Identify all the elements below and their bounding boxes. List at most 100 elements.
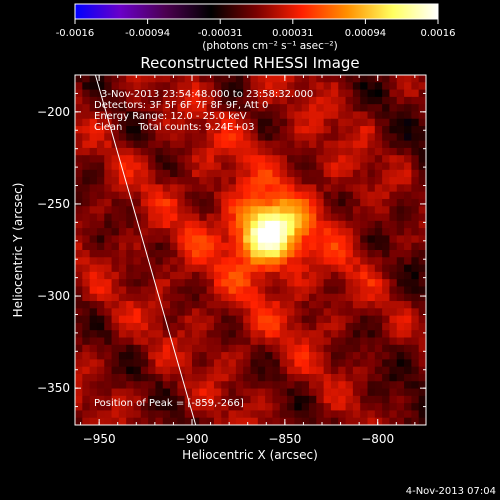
heatmap-cell <box>221 388 230 397</box>
heatmap-cell <box>345 330 354 339</box>
heatmap-cell <box>221 162 230 171</box>
heatmap-cell <box>126 395 135 404</box>
heatmap-cell <box>338 118 347 127</box>
heatmap-cell <box>118 366 127 375</box>
heatmap-cell <box>272 410 281 419</box>
heatmap-cell <box>104 111 113 120</box>
heatmap-cell <box>352 220 361 229</box>
heatmap-cell <box>75 352 83 360</box>
heatmap-cell <box>228 330 237 339</box>
heatmap-cell <box>213 177 222 185</box>
heatmap-cell <box>352 301 361 309</box>
heatmap-cell <box>170 330 178 339</box>
heatmap-cell <box>396 191 405 200</box>
heatmap-cell <box>140 308 149 317</box>
heatmap-cell <box>111 271 120 280</box>
heatmap-cell <box>213 403 222 412</box>
heatmap-cell <box>221 111 230 120</box>
heatmap-cell <box>192 169 200 178</box>
heatmap-cell <box>206 155 215 164</box>
heatmap-cell <box>389 82 398 91</box>
heatmap-cell <box>287 293 295 302</box>
heatmap-cell <box>177 140 186 149</box>
heatmap-cell <box>206 301 215 309</box>
heatmap-cell <box>170 315 178 324</box>
heatmap-cell <box>235 184 244 193</box>
heatmap-cell <box>206 104 215 113</box>
heatmap-cell <box>272 315 281 324</box>
heatmap-cell <box>418 322 426 331</box>
heatmap-cell <box>126 177 135 185</box>
heatmap-cell <box>133 330 142 339</box>
heatmap-cell <box>155 344 164 353</box>
heatmap-cell <box>257 315 266 324</box>
heatmap-cell <box>279 162 288 171</box>
heatmap-cell <box>213 155 222 164</box>
heatmap-cell <box>316 344 325 353</box>
heatmap-cell <box>294 359 303 368</box>
heatmap-cell <box>184 213 193 222</box>
heatmap-cell <box>155 337 164 346</box>
heatmap-cell <box>374 366 383 375</box>
heatmap-cell <box>199 264 208 273</box>
heatmap-cell <box>294 206 303 215</box>
heatmap-cell <box>338 366 347 375</box>
heatmap-cell <box>411 352 420 360</box>
heatmap-cell <box>360 417 369 425</box>
heatmap-cell <box>111 198 120 207</box>
heatmap-cell <box>155 301 164 309</box>
heatmap-cell <box>272 140 281 149</box>
heatmap-cell <box>75 126 83 134</box>
heatmap-cell <box>221 96 230 105</box>
heatmap-cell <box>309 352 317 360</box>
heatmap-cell <box>418 330 426 339</box>
heatmap-cell <box>272 147 281 156</box>
heatmap-cell <box>140 147 149 156</box>
heatmap-cell <box>177 235 186 244</box>
heatmap-cell <box>323 133 332 142</box>
heatmap-cell <box>374 89 383 98</box>
heatmap-cell <box>96 352 105 360</box>
heatmap-cell <box>221 82 230 91</box>
heatmap-cell <box>367 126 376 134</box>
heatmap-cell <box>250 126 259 134</box>
heatmap-cell <box>162 133 171 142</box>
heatmap-cell <box>265 89 274 98</box>
heatmap-cell <box>367 315 376 324</box>
heatmap-cell <box>309 155 317 164</box>
heatmap-cell <box>148 373 157 382</box>
heatmap-cell <box>118 140 127 149</box>
heatmap-cell <box>111 410 120 419</box>
heatmap-cell <box>228 308 237 317</box>
heatmap-cell <box>257 147 266 156</box>
heatmap-cell <box>294 344 303 353</box>
heatmap-cell <box>301 395 310 404</box>
heatmap-cell <box>382 352 391 360</box>
heatmap-cell <box>126 330 135 339</box>
heatmap-cell <box>118 388 127 397</box>
heatmap-cell <box>418 140 426 149</box>
heatmap-cell <box>96 235 105 244</box>
heatmap-cell <box>126 381 135 390</box>
heatmap-cell <box>374 206 383 215</box>
heatmap-cell <box>228 388 237 397</box>
heatmap-cell <box>323 286 332 295</box>
heatmap-cell <box>75 373 83 382</box>
colorbar-tick-label: 0.00094 <box>345 28 386 39</box>
heatmap-cell <box>148 359 157 368</box>
heatmap-cell <box>199 96 208 105</box>
heatmap-cell <box>235 104 244 113</box>
heatmap-cell <box>367 264 376 273</box>
heatmap-cell <box>265 322 274 331</box>
heatmap-cell <box>221 322 230 331</box>
heatmap-cell <box>374 250 383 258</box>
heatmap-cell <box>352 169 361 178</box>
heatmap-cell <box>411 235 420 244</box>
heatmap-cell <box>162 293 171 302</box>
heatmap-cell <box>184 315 193 324</box>
heatmap-cell <box>162 322 171 331</box>
heatmap-cell <box>184 322 193 331</box>
heatmap-cell <box>162 381 171 390</box>
heatmap-cell <box>257 140 266 149</box>
heatmap-cell <box>148 104 157 113</box>
